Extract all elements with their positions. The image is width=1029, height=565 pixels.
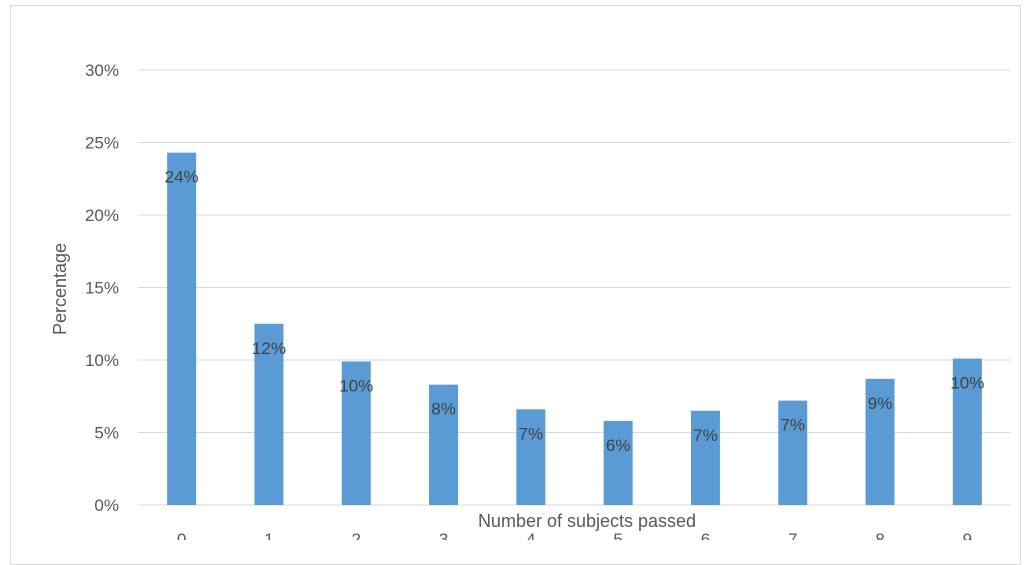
- bar: [865, 378, 895, 505]
- x-tick-label: 2: [352, 530, 361, 540]
- x-tick-label: 5: [613, 530, 622, 540]
- bar: [603, 420, 633, 505]
- x-tick-label: 6: [701, 530, 710, 540]
- data-label: 10%: [339, 376, 373, 395]
- x-tick-label: 9: [963, 530, 972, 540]
- y-tick-label: 25%: [85, 134, 119, 153]
- bar: [690, 410, 720, 505]
- y-tick-label: 5%: [94, 424, 119, 443]
- bar: [952, 358, 982, 505]
- x-tick-label: 8: [875, 530, 884, 540]
- gridlines: [138, 69, 1011, 506]
- data-label: 6%: [606, 436, 631, 455]
- data-labels: 24% 12% 10% 8% 7% 6% 7% 7% 9% 10%: [165, 168, 985, 455]
- data-label: 7%: [693, 426, 718, 445]
- y-axis-ticks: 0% 5% 10% 15% 20% 25% 30%: [85, 61, 119, 515]
- data-label: 7%: [780, 416, 805, 435]
- bar: [516, 409, 546, 505]
- bar: [341, 361, 371, 505]
- x-tick-label: 7: [788, 530, 797, 540]
- bars: [167, 152, 982, 505]
- data-label: 10%: [950, 374, 984, 393]
- data-label: 8%: [431, 400, 456, 419]
- y-tick-label: 15%: [85, 279, 119, 298]
- data-label: 9%: [868, 394, 893, 413]
- y-axis-title: Percentage: [50, 243, 70, 335]
- y-tick-label: 20%: [85, 206, 119, 225]
- y-tick-label: 30%: [85, 61, 119, 80]
- x-axis-title: Number of subjects passed: [478, 511, 696, 531]
- x-axis-ticks: 0 1 2 3 4 5 6 7 8 9: [177, 530, 972, 540]
- bar: [778, 400, 808, 505]
- x-tick-label: 1: [264, 530, 273, 540]
- y-tick-label: 10%: [85, 351, 119, 370]
- y-tick-label: 0%: [94, 496, 119, 515]
- x-tick-label: 0: [177, 530, 186, 540]
- bar: [254, 323, 284, 505]
- data-label: 12%: [252, 339, 286, 358]
- bar-chart: 0% 5% 10% 15% 20% 25% 30% 0 1 2 3 4 5 6 7 8 9 24% 12% 10%…: [50, 61, 1011, 540]
- x-tick-label: 3: [439, 530, 448, 540]
- bar: [167, 152, 197, 505]
- bar: [429, 384, 459, 505]
- x-tick-label: 4: [526, 530, 535, 540]
- data-label: 7%: [519, 424, 544, 443]
- data-label: 24%: [165, 168, 199, 187]
